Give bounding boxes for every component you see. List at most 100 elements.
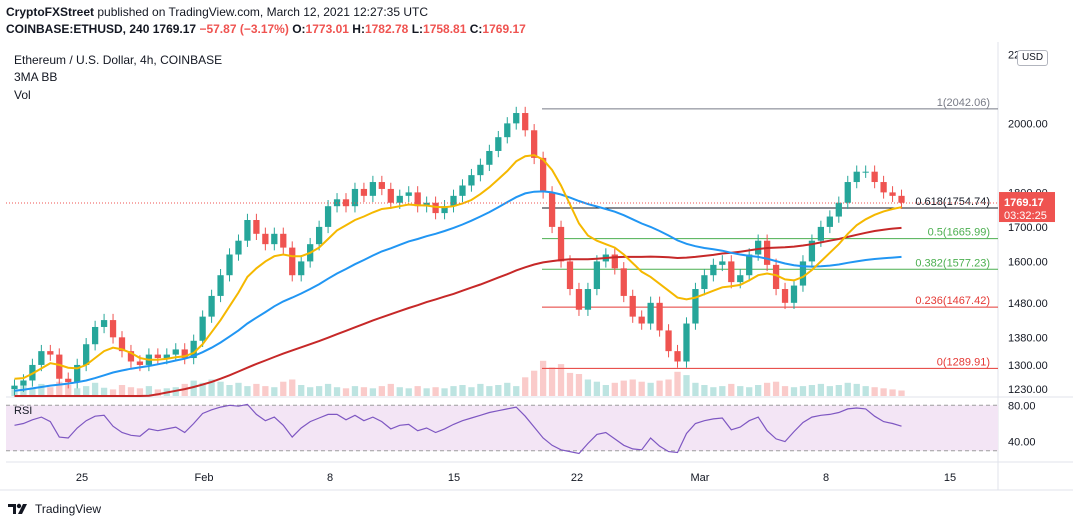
candle-body (898, 195, 905, 203)
candle-body (737, 275, 744, 283)
candle-body (74, 364, 81, 383)
publish-text: published on TradingView.com, March 12, … (94, 5, 428, 19)
volume-bar (817, 383, 825, 396)
rsi-tick-label: 40.00 (1008, 437, 1036, 449)
candle-body (235, 240, 242, 255)
volume-bar (629, 379, 636, 396)
volume-bar (692, 382, 699, 396)
volume-bar (737, 386, 744, 396)
candle-body (504, 123, 511, 138)
volume-bar (746, 387, 753, 396)
candle-body (387, 188, 394, 203)
candle-body (674, 351, 681, 362)
candle-body (539, 157, 547, 193)
currency-button[interactable]: USD (1017, 50, 1048, 66)
candle-body (172, 349, 179, 355)
volume-bar (557, 364, 565, 396)
author-name[interactable]: CryptoFXStreet (6, 5, 95, 19)
footer-brand[interactable]: TradingView (7, 501, 101, 517)
candle-body (199, 316, 206, 341)
candle-body (369, 182, 377, 196)
candle-body (701, 275, 708, 290)
close-value: 1769.17 (482, 22, 526, 36)
candle-body (665, 330, 672, 352)
candle-body (647, 302, 654, 324)
volume-bar (674, 371, 681, 396)
candle-body (683, 323, 690, 362)
volume-bar (118, 385, 126, 396)
candlesticks (11, 106, 905, 396)
volume-bar (38, 383, 45, 396)
volume-bar (844, 382, 851, 396)
price-axis[interactable]: 2200.002000.001800.001700.001600.001480.… (1008, 49, 1048, 396)
volume-bar (531, 370, 538, 396)
volume-bar (91, 382, 99, 396)
volume-bar (486, 386, 493, 396)
rsi-label[interactable]: RSI (14, 405, 33, 417)
volume-bar (781, 386, 789, 396)
fibonacci-retracement[interactable]: 1(2042.06) 0.618(1754.74) 0.5(1665.99) 0.38… (542, 97, 998, 369)
fib-level-label: 0.618(1754.74) (915, 196, 990, 208)
time-tick-label: Feb (195, 472, 214, 484)
candle-body (163, 354, 170, 359)
volume-bar (539, 360, 547, 396)
candle-body (118, 337, 126, 352)
volume-bar (719, 386, 726, 396)
candle-body (835, 202, 842, 217)
candle-body (226, 254, 233, 276)
price-tick-label: 1230.00 (1008, 384, 1048, 396)
last-price: 1769.17 (152, 22, 197, 36)
candle-body (531, 130, 538, 158)
time-tick-label: 25 (76, 472, 88, 484)
candle-body (20, 380, 27, 386)
legend-volume[interactable]: Vol (14, 88, 31, 102)
legend-indicator[interactable]: 3MA BB (14, 70, 58, 84)
time-axis[interactable]: 25 Feb 8 15 22 Mar 8 15 (76, 472, 956, 484)
volume-bar (360, 387, 368, 396)
candle-body (324, 206, 332, 227)
candle-body (190, 340, 197, 359)
volume-bar (315, 386, 323, 396)
candle-body (656, 302, 663, 331)
volume-bar (244, 386, 251, 396)
fib-level-label: 0.382(1577.23) (915, 257, 990, 269)
volume-bar (109, 389, 117, 396)
candle-body (154, 354, 161, 359)
volume-bar (468, 387, 475, 396)
volume-bar (235, 382, 242, 396)
candle-body (593, 261, 601, 290)
volume-bar (548, 367, 556, 396)
legend-title[interactable]: Ethereum / U.S. Dollar, 4h, COINBASE (14, 53, 223, 67)
candle-body (405, 192, 412, 196)
rsi-line (14, 403, 902, 455)
candle-body (513, 113, 520, 124)
price-tick-label: 1380.00 (1008, 332, 1048, 344)
volume-bar (871, 387, 878, 396)
volume-bar (289, 379, 296, 396)
volume-bar (808, 385, 816, 396)
candle-body (799, 261, 807, 286)
candle-body (289, 247, 296, 276)
volume-bar (83, 386, 90, 396)
ohlc-line: COINBASE:ETHUSD, 240 1769.17 −57.87 (−3.… (6, 22, 526, 36)
publish-info: CryptoFXStreet published on TradingView.… (6, 5, 428, 19)
tradingview-logo-icon (8, 503, 27, 514)
volume-bar (656, 380, 663, 396)
candle-body (790, 285, 798, 303)
candle-body (486, 150, 493, 165)
price-tick-label: 1700.00 (1008, 222, 1048, 234)
candle-body (755, 240, 762, 255)
candle-body (620, 268, 627, 296)
candle-body (629, 295, 636, 317)
volume-bar (369, 388, 377, 396)
volume-bar (423, 388, 430, 396)
volume-bar (683, 375, 690, 396)
candle-body (459, 185, 466, 196)
candle-body (450, 195, 457, 207)
candle-body (557, 226, 565, 262)
volume-bar (826, 386, 833, 396)
volume-bar (647, 382, 654, 396)
volume-bar (199, 382, 206, 396)
volume-bar (790, 387, 798, 396)
